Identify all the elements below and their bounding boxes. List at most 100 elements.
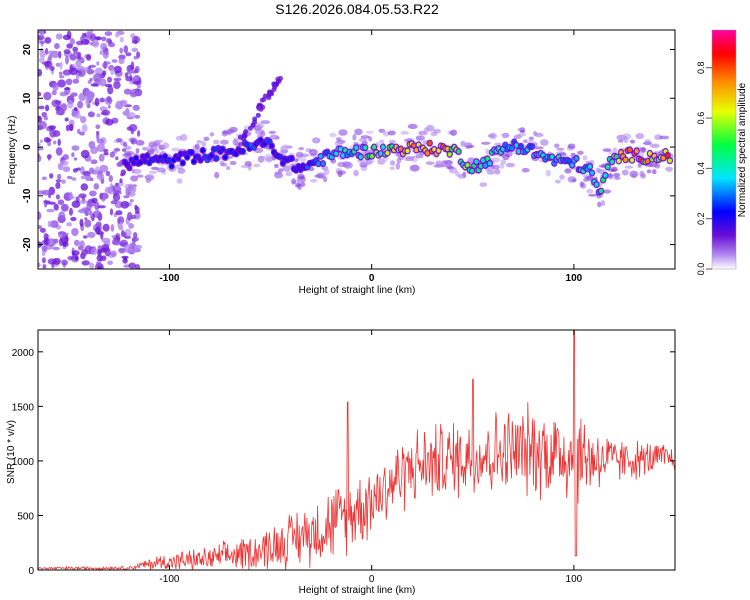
noise-blob (66, 175, 73, 180)
noise-blob (87, 231, 96, 238)
noise-blob (123, 244, 133, 254)
halo-blob (491, 164, 500, 170)
ridge-core (590, 170, 595, 176)
noise-blob (100, 111, 108, 116)
halo-blob (580, 182, 587, 189)
noise-blob (43, 91, 52, 101)
noise-blob (132, 104, 140, 111)
noise-blob (83, 235, 88, 239)
noise-blob (74, 239, 80, 247)
halo-blob (423, 127, 430, 132)
noise-blob (62, 154, 69, 161)
noise-blob (102, 223, 110, 232)
noise-blob (39, 49, 46, 59)
noise-blob (71, 200, 81, 208)
snr-marks (38, 330, 675, 570)
ridge-core (143, 159, 147, 164)
halo-blob (176, 178, 183, 184)
halo-blob (359, 162, 368, 168)
noise-blob (127, 185, 134, 192)
noise-blob (72, 78, 80, 84)
ridge-core (487, 161, 492, 166)
noise-blob (101, 244, 110, 251)
ridge-core (180, 160, 185, 166)
ridge-core (510, 146, 514, 151)
ridge-core (478, 164, 483, 169)
noise-blob (110, 67, 114, 76)
halo-blob (407, 123, 418, 130)
halo-blob (358, 137, 367, 143)
branch-blob (272, 84, 278, 90)
ridge-core (240, 149, 245, 154)
halo-blob (382, 130, 387, 134)
noise-blob (65, 124, 70, 132)
halo-blob (226, 165, 231, 171)
halo-blob (588, 193, 597, 197)
noise-blob (107, 85, 114, 95)
noise-blob (133, 244, 141, 253)
noise-blob (85, 174, 91, 182)
halo-blob (600, 200, 606, 207)
halo-blob (597, 201, 602, 208)
noise-blob (49, 173, 54, 179)
noise-blob (129, 199, 134, 203)
halo-blob (310, 179, 318, 183)
noise-blob (51, 90, 57, 96)
colorbar-ticks: 0.0 0.2 0.4 0.6 0.8 (696, 61, 712, 275)
halo-blob (583, 178, 589, 183)
noise-blob (55, 147, 63, 156)
halo-blob (260, 120, 271, 125)
noise-blob (131, 40, 139, 44)
y-tick-label: 20 (22, 44, 33, 56)
noise-blob (70, 216, 77, 222)
halo-blob (154, 139, 164, 143)
noise-blob (95, 166, 100, 173)
noise-blob (67, 100, 74, 109)
noise-blob (71, 145, 80, 151)
noise-blob (55, 62, 61, 67)
noise-blob (62, 241, 69, 247)
colorbar-gradient (711, 29, 737, 270)
noise-blob (94, 201, 100, 211)
halo-blob (268, 130, 277, 134)
halo-blob (448, 167, 458, 174)
noise-blob (64, 87, 71, 91)
noise-blob (118, 248, 126, 254)
noise-blob (84, 67, 89, 72)
noise-blob (52, 82, 59, 91)
noise-blob (44, 60, 53, 68)
halo-blob (226, 128, 232, 136)
halo-blob (298, 147, 305, 151)
branch-blob (242, 133, 248, 139)
noise-blob (137, 130, 141, 137)
noise-blob (41, 250, 46, 256)
halo-blob (409, 164, 420, 172)
noise-blob (99, 78, 107, 87)
colorbar-label: Normalized spectral amplitude (737, 82, 748, 217)
ridge-core (405, 148, 410, 154)
noise-blob (102, 49, 109, 59)
noise-blob (125, 187, 129, 196)
noise-blob (105, 118, 114, 126)
noise-blob (39, 121, 47, 130)
halo-blob (611, 166, 618, 172)
halo-blob (460, 140, 466, 147)
noise-blob (90, 159, 98, 165)
noise-blob (112, 193, 121, 202)
noise-blob (86, 68, 95, 75)
ridge-core (278, 155, 283, 160)
noise-blob (101, 36, 107, 42)
noise-blob (115, 156, 119, 161)
ridge-core (134, 156, 139, 161)
y-tick-label: 500 (17, 511, 34, 522)
halo-blob (124, 145, 132, 150)
noise-blob (93, 210, 102, 219)
noise-blob (127, 211, 133, 221)
noise-blob (58, 231, 67, 239)
noise-blob (131, 70, 137, 74)
noise-blob (39, 40, 46, 45)
noise-blob (38, 211, 42, 221)
noise-blob (65, 78, 73, 86)
noise-blob (60, 179, 66, 184)
